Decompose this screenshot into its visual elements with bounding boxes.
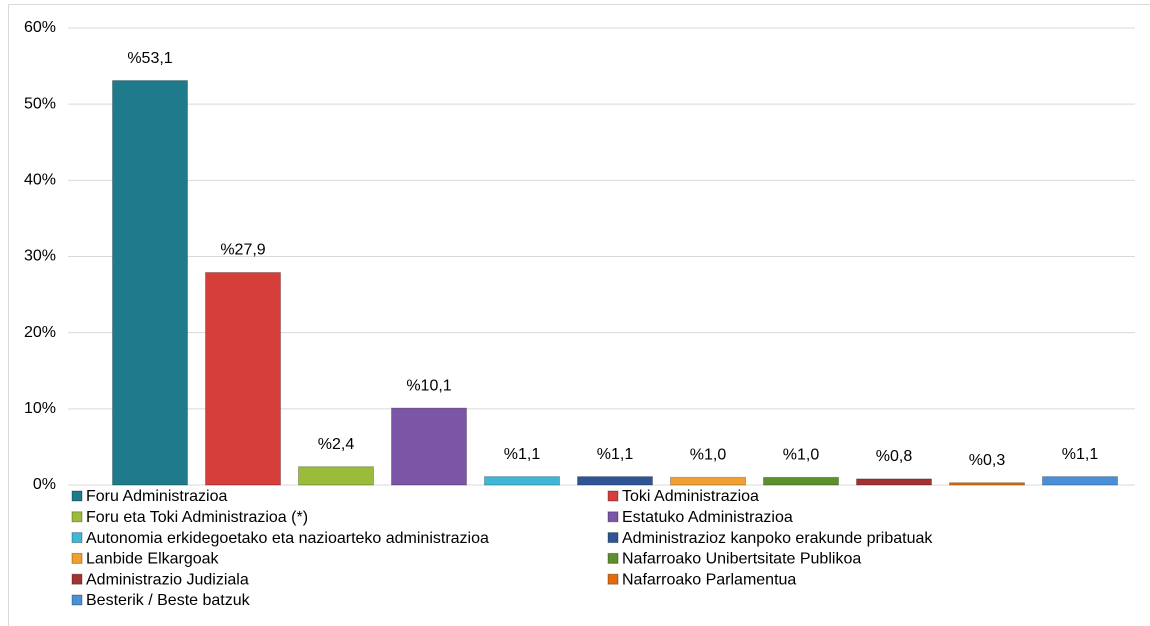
legend-label: Nafarroako Unibertsitate Publikoa (622, 551, 861, 568)
legend-label: Estatuko Administrazioa (622, 509, 793, 526)
value-label: %1,1 (504, 446, 541, 463)
value-label: %1,0 (690, 447, 727, 464)
value-label: %0,3 (969, 452, 1006, 469)
y-tick-label: 0% (33, 476, 56, 493)
bar (670, 476, 746, 486)
bar (484, 476, 560, 486)
legend-swatch (607, 532, 619, 544)
bar (949, 482, 1025, 486)
chart-frame (8, 4, 1150, 626)
y-tick-label: 50% (24, 95, 56, 112)
legend-swatch (71, 490, 83, 502)
bar (112, 80, 188, 486)
legend-swatch (607, 490, 619, 502)
y-tick-label: 40% (24, 172, 56, 189)
value-label: %2,4 (318, 436, 355, 453)
legend-label: Foru Administrazioa (86, 488, 227, 505)
value-label: %1,1 (1062, 446, 1099, 463)
y-tick-label: 30% (24, 248, 56, 265)
legend-label: Administrazio Judiziala (86, 571, 249, 588)
y-tick-label: 60% (24, 19, 56, 36)
bar (298, 466, 374, 486)
value-label: %27,9 (220, 242, 265, 259)
bar (856, 478, 932, 486)
bar (763, 476, 839, 486)
legend-swatch (71, 532, 83, 544)
bar (1042, 476, 1118, 486)
bar (205, 271, 281, 486)
legend-label: Foru eta Toki Administrazioa (*) (86, 509, 308, 526)
value-label: %1,1 (597, 446, 634, 463)
legend-swatch (71, 511, 83, 523)
legend-label: Lanbide Elkargoak (86, 551, 220, 568)
bar (577, 476, 653, 486)
legend-swatch (71, 573, 83, 585)
legend-label: Administrazioz kanpoko erakunde pribatua… (622, 530, 933, 547)
value-label: %0,8 (876, 448, 913, 465)
value-label: %1,0 (783, 447, 820, 464)
value-label: %10,1 (406, 377, 451, 394)
legend-swatch (607, 552, 619, 564)
value-label: %53,1 (127, 50, 172, 67)
y-tick-label: 10% (24, 400, 56, 417)
legend-label: Autonomia erkidegoetako eta nazioarteko … (86, 530, 489, 547)
legend-label: Besterik / Beste batzuk (86, 592, 251, 609)
y-tick-label: 20% (24, 324, 56, 341)
legend-swatch (71, 552, 83, 564)
legend-swatch (71, 594, 83, 606)
bar (391, 407, 467, 486)
legend-swatch (607, 511, 619, 523)
legend-swatch (607, 573, 619, 585)
legend-label: Toki Administrazioa (622, 488, 759, 505)
legend-label: Nafarroako Parlamentua (622, 571, 796, 588)
